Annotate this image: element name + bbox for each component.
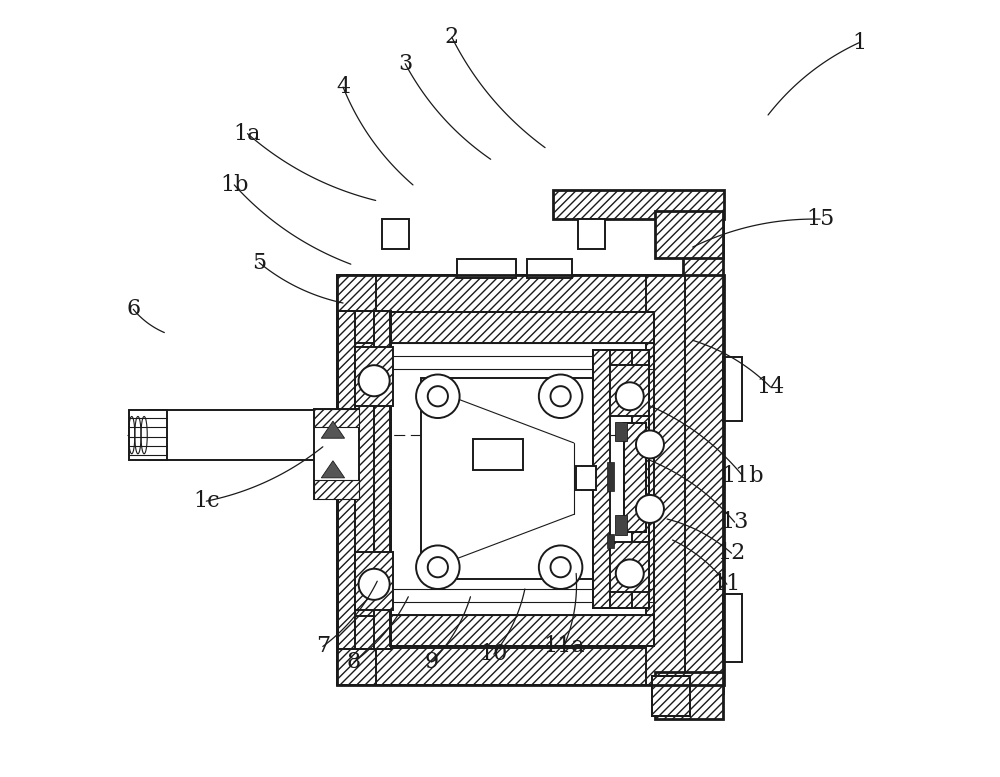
Polygon shape (321, 421, 345, 438)
Text: 1b: 1b (220, 174, 249, 196)
Text: 6: 6 (126, 298, 140, 320)
Bar (652, 676, 690, 716)
Bar (683, 202, 723, 693)
Text: 1a: 1a (234, 123, 261, 145)
Text: 4: 4 (336, 76, 350, 98)
Bar (390, 615, 654, 646)
Bar (338, 616, 391, 649)
Text: 5: 5 (252, 252, 266, 274)
Text: 14: 14 (756, 376, 785, 398)
Bar (374, 275, 685, 312)
Bar (578, 219, 605, 249)
Bar (314, 409, 359, 427)
Circle shape (359, 569, 390, 600)
Bar (355, 347, 393, 406)
Bar (473, 439, 523, 470)
Bar (610, 365, 649, 416)
Circle shape (416, 375, 460, 418)
Bar (615, 515, 627, 535)
Circle shape (636, 430, 664, 458)
Bar (374, 311, 391, 649)
Bar (390, 312, 654, 646)
Bar (337, 275, 724, 685)
Circle shape (636, 495, 664, 523)
Bar (607, 462, 614, 491)
Bar (576, 466, 596, 490)
Bar (527, 259, 572, 278)
Text: 1: 1 (852, 32, 866, 54)
Bar (338, 311, 391, 343)
Bar (390, 312, 654, 343)
Polygon shape (321, 461, 345, 478)
Text: 1c: 1c (193, 490, 220, 512)
Circle shape (551, 557, 571, 577)
Circle shape (616, 559, 644, 587)
Text: 8: 8 (347, 651, 361, 673)
Bar (624, 423, 646, 532)
Bar (646, 275, 685, 685)
Circle shape (428, 386, 448, 406)
Bar (655, 211, 723, 258)
Circle shape (359, 365, 390, 396)
Bar (723, 357, 742, 421)
Bar (610, 542, 649, 592)
Circle shape (539, 545, 582, 589)
Text: 12: 12 (717, 542, 746, 564)
Text: 9: 9 (425, 651, 439, 673)
Text: 11: 11 (713, 573, 741, 595)
Bar (314, 480, 359, 499)
Bar (593, 570, 649, 608)
Bar (457, 259, 516, 278)
Text: 7: 7 (316, 636, 330, 657)
Bar (314, 409, 359, 499)
Bar (624, 423, 646, 532)
Circle shape (551, 386, 571, 406)
Bar (374, 648, 685, 685)
Circle shape (428, 557, 448, 577)
Text: 15: 15 (806, 208, 834, 230)
Bar (338, 311, 355, 649)
Bar (593, 350, 649, 387)
Bar (632, 350, 649, 608)
Bar (382, 219, 409, 249)
Bar (421, 378, 606, 579)
Bar (337, 275, 376, 685)
Bar (149, 410, 351, 460)
Text: 13: 13 (720, 511, 749, 533)
Bar (593, 350, 610, 608)
Circle shape (539, 375, 582, 418)
Bar (338, 311, 391, 649)
Text: 11a: 11a (543, 636, 584, 657)
Bar (615, 422, 627, 441)
Text: 3: 3 (398, 53, 412, 75)
Bar (129, 410, 167, 460)
Bar (355, 552, 393, 610)
Bar (553, 190, 724, 219)
Bar (593, 350, 649, 608)
Text: 11b: 11b (721, 465, 764, 486)
Bar (652, 676, 690, 716)
Circle shape (616, 382, 644, 410)
Text: 10: 10 (480, 643, 508, 665)
Bar (607, 534, 614, 548)
Circle shape (416, 545, 460, 589)
Bar (723, 594, 742, 662)
Bar (655, 672, 723, 719)
Text: 2: 2 (445, 26, 459, 48)
